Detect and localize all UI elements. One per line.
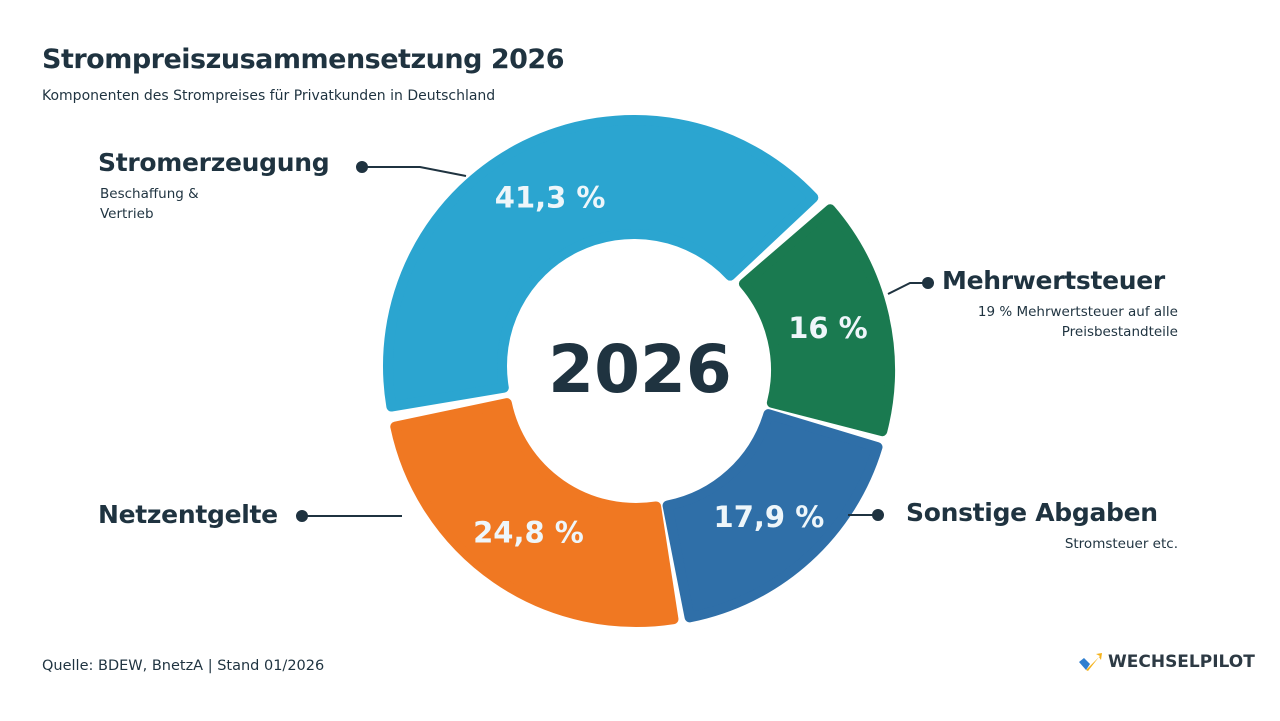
value-label-netzentgelte: 24,8 %	[473, 515, 584, 549]
label-stromerzeugung: Stromerzeugung	[98, 148, 330, 177]
segment-netzentgelte	[390, 398, 679, 627]
segment-sonstige-abgaben	[662, 409, 883, 623]
segment-mehrwertsteuer	[738, 204, 895, 437]
logo-text: WECHSELPILOT	[1108, 652, 1255, 672]
label-mehrwertsteuer: Mehrwertsteuer	[942, 266, 1165, 295]
desc-stromerzeugung: Beschaffung & Vertrieb	[100, 186, 199, 222]
logo-icon	[1079, 653, 1102, 671]
wechselpilot-logo: WECHSELPILOT	[1078, 652, 1255, 672]
label-sonstige-abgaben: Sonstige Abgaben	[906, 498, 1158, 527]
leader-stromerzeugung	[362, 166, 467, 177]
leader-stromerzeugung-dot	[356, 161, 368, 173]
chart-subtitle: Komponenten des Strompreises für Privatk…	[42, 88, 496, 104]
center-label: 2026	[548, 331, 732, 408]
leader-netzentgelte-dot	[296, 510, 308, 522]
desc-sonstige-abgaben: Stromsteuer etc.	[1064, 536, 1178, 552]
leader-mehrwertsteuer-dot	[922, 277, 934, 289]
value-label-stromerzeugung: 41,3 %	[495, 181, 606, 215]
leader-sonstige-abgaben-dot	[872, 509, 884, 521]
label-netzentgelte: Netzentgelte	[98, 500, 278, 529]
segment-stromerzeugung	[383, 115, 819, 412]
value-label-sonstige-abgaben: 17,9 %	[714, 500, 825, 534]
leader-mehrwertsteuer	[887, 282, 928, 295]
desc-mehrwertsteuer: 19 % Mehrwertsteuer auf alle Preisbestan…	[977, 304, 1178, 340]
source-note: Quelle: BDEW, BnetzA | Stand 01/2026	[42, 658, 325, 674]
chart-title: Strompreiszusammensetzung 2026	[42, 44, 564, 75]
value-label-mehrwertsteuer: 16 %	[788, 311, 868, 345]
